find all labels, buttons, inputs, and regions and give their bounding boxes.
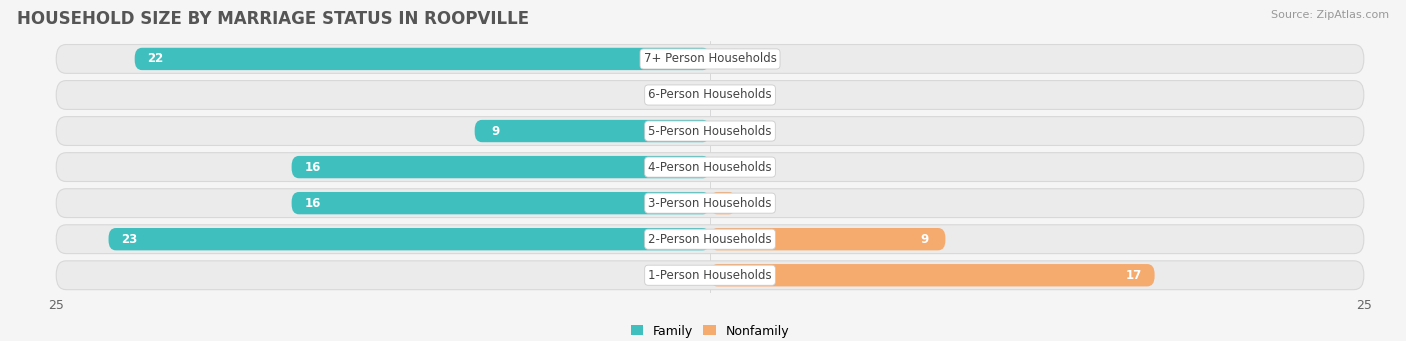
- Text: 22: 22: [148, 53, 163, 65]
- Text: 16: 16: [304, 161, 321, 174]
- Text: 6-Person Households: 6-Person Households: [648, 89, 772, 102]
- FancyBboxPatch shape: [56, 225, 1364, 254]
- FancyBboxPatch shape: [291, 156, 710, 178]
- Text: 4-Person Households: 4-Person Households: [648, 161, 772, 174]
- Text: 0: 0: [723, 124, 731, 137]
- FancyBboxPatch shape: [56, 117, 1364, 146]
- FancyBboxPatch shape: [56, 261, 1364, 290]
- Text: 0: 0: [723, 53, 731, 65]
- Text: 0: 0: [723, 161, 731, 174]
- Text: 0: 0: [689, 89, 697, 102]
- Text: 23: 23: [121, 233, 138, 246]
- Text: 9: 9: [921, 233, 928, 246]
- Text: 2-Person Households: 2-Person Households: [648, 233, 772, 246]
- FancyBboxPatch shape: [56, 45, 1364, 73]
- Text: 1-Person Households: 1-Person Households: [648, 269, 772, 282]
- Text: 0: 0: [689, 269, 697, 282]
- FancyBboxPatch shape: [710, 264, 1154, 286]
- FancyBboxPatch shape: [56, 153, 1364, 181]
- Text: 9: 9: [492, 124, 499, 137]
- FancyBboxPatch shape: [710, 228, 945, 250]
- FancyBboxPatch shape: [291, 192, 710, 214]
- Text: 5-Person Households: 5-Person Households: [648, 124, 772, 137]
- FancyBboxPatch shape: [56, 189, 1364, 218]
- FancyBboxPatch shape: [475, 120, 710, 142]
- Text: 3-Person Households: 3-Person Households: [648, 197, 772, 210]
- Text: HOUSEHOLD SIZE BY MARRIAGE STATUS IN ROOPVILLE: HOUSEHOLD SIZE BY MARRIAGE STATUS IN ROO…: [17, 10, 529, 28]
- FancyBboxPatch shape: [108, 228, 710, 250]
- FancyBboxPatch shape: [135, 48, 710, 70]
- Text: 17: 17: [1126, 269, 1142, 282]
- Text: 7+ Person Households: 7+ Person Households: [644, 53, 776, 65]
- Text: Source: ZipAtlas.com: Source: ZipAtlas.com: [1271, 10, 1389, 20]
- FancyBboxPatch shape: [56, 80, 1364, 109]
- Text: 0: 0: [723, 89, 731, 102]
- FancyBboxPatch shape: [710, 192, 737, 214]
- Text: 1: 1: [711, 197, 720, 210]
- Text: 16: 16: [304, 197, 321, 210]
- Legend: Family, Nonfamily: Family, Nonfamily: [626, 320, 794, 341]
